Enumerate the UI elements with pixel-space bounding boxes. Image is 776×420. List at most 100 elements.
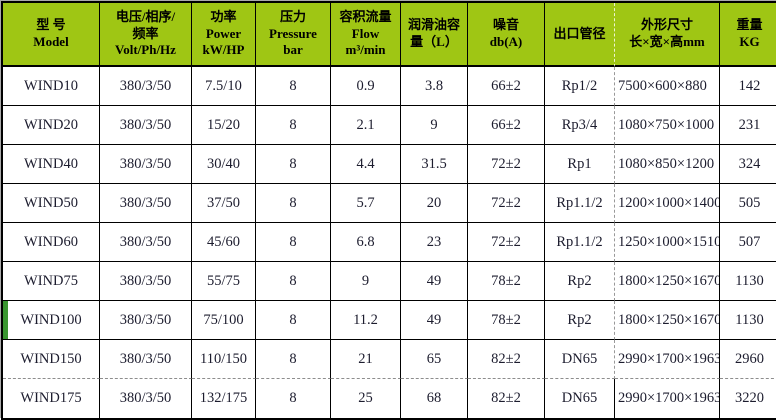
cell-model: WIND50: [3, 184, 100, 223]
cell-power: 75/100: [192, 301, 256, 340]
cell-noise: 72±2: [468, 223, 545, 262]
cell-voltage: 380/3/50: [100, 340, 192, 379]
column-header-flow: 容积流量 Flow m³/min: [331, 3, 401, 67]
cell-weight: 142: [720, 67, 776, 106]
cell-flow: 9: [331, 262, 401, 301]
cell-model: WIND60: [3, 223, 100, 262]
cell-dims: 1800×1250×1670: [615, 262, 720, 301]
cell-model: WIND20: [3, 106, 100, 145]
cell-weight: 505: [720, 184, 776, 223]
cell-noise: 78±2: [468, 262, 545, 301]
table-header: 型 号 Model 电压/相序/ 频率 Volt/Ph/Hz 功率 Power …: [3, 3, 776, 67]
cell-model: WIND10: [3, 67, 100, 106]
cell-oil: 20: [401, 184, 468, 223]
cell-noise: 78±2: [468, 301, 545, 340]
cell-pressure: 8: [256, 67, 331, 106]
cell-weight: 1130: [720, 262, 776, 301]
cell-oil: 49: [401, 301, 468, 340]
cell-power: 55/75: [192, 262, 256, 301]
cell-dims: 1080×850×1200: [615, 145, 720, 184]
cell-dims: 1200×1000×1400: [615, 184, 720, 223]
cell-pressure: 8: [256, 340, 331, 379]
cell-pressure: 8: [256, 145, 331, 184]
cell-dims: 1080×750×1000: [615, 106, 720, 145]
cell-outlet: Rp1.1/2: [545, 184, 615, 223]
cell-noise: 66±2: [468, 67, 545, 106]
column-header-voltage: 电压/相序/ 频率 Volt/Ph/Hz: [100, 3, 192, 67]
cell-dims: 2990×1700×1963: [615, 340, 720, 379]
table-row: WIND75 380/3/50 55/75 8 9 49 78±2 Rp2 1800×1250×…: [3, 262, 776, 301]
cell-voltage: 380/3/50: [100, 301, 192, 340]
cell-oil: 23: [401, 223, 468, 262]
cell-power: 45/60: [192, 223, 256, 262]
table-body: WIND10 380/3/50 7.5/10 8 0.9 3.8 66±2 Rp1/2 7500…: [3, 67, 776, 418]
cell-model: WIND75: [3, 262, 100, 301]
cell-noise: 72±2: [468, 184, 545, 223]
cell-weight: 507: [720, 223, 776, 262]
cell-pressure: 8: [256, 184, 331, 223]
column-header-oil: 润滑油容 量（L）: [401, 3, 468, 67]
cell-model: WIND175: [3, 379, 100, 418]
cell-outlet: Rp2: [545, 301, 615, 340]
cell-flow: 6.8: [331, 223, 401, 262]
cell-weight: 1130: [720, 301, 776, 340]
table-row: WIND20 380/3/50 15/20 8 2.1 9 66±2 Rp3/4 1080×75…: [3, 106, 776, 145]
cell-voltage: 380/3/50: [100, 67, 192, 106]
cell-dims: 1250×1000×1510: [615, 223, 720, 262]
cell-dims: 2990×1700×1963: [615, 379, 720, 418]
column-header-weight: 重量 KG: [720, 3, 776, 67]
cell-power: 132/175: [192, 379, 256, 418]
cell-dims: 7500×600×880: [615, 67, 720, 106]
cell-power: 30/40: [192, 145, 256, 184]
cell-weight: 324: [720, 145, 776, 184]
cell-noise: 82±2: [468, 379, 545, 418]
cell-flow: 21: [331, 340, 401, 379]
cell-flow: 4.4: [331, 145, 401, 184]
cell-model: WIND100: [3, 301, 100, 340]
column-header-pressure: 压力 Pressure bar: [256, 3, 331, 67]
cell-pressure: 8: [256, 301, 331, 340]
cell-outlet: Rp1: [545, 145, 615, 184]
cell-voltage: 380/3/50: [100, 223, 192, 262]
cell-noise: 72±2: [468, 145, 545, 184]
cell-oil: 49: [401, 262, 468, 301]
cell-oil: 9: [401, 106, 468, 145]
cell-outlet: Rp2: [545, 262, 615, 301]
column-header-dims: 外形尺寸 长×宽×高mm: [615, 3, 720, 67]
column-header-power: 功率 Power kW/HP: [192, 3, 256, 67]
cell-weight: 2960: [720, 340, 776, 379]
cell-outlet: Rp1.1/2: [545, 223, 615, 262]
cell-power: 110/150: [192, 340, 256, 379]
column-header-model: 型 号 Model: [3, 3, 100, 67]
cell-flow: 11.2: [331, 301, 401, 340]
cell-voltage: 380/3/50: [100, 262, 192, 301]
cell-outlet: DN65: [545, 340, 615, 379]
cell-flow: 2.1: [331, 106, 401, 145]
table-row: WIND100 380/3/50 75/100 8 11.2 49 78±2 Rp2 1800×…: [3, 301, 776, 340]
cell-flow: 5.7: [331, 184, 401, 223]
column-header-noise: 噪音 db(A): [468, 3, 545, 67]
cell-oil: 68: [401, 379, 468, 418]
cell-power: 7.5/10: [192, 67, 256, 106]
cell-voltage: 380/3/50: [100, 184, 192, 223]
cell-power: 15/20: [192, 106, 256, 145]
table-row: WIND40 380/3/50 30/40 8 4.4 31.5 72±2 Rp1 1080×8…: [3, 145, 776, 184]
cell-power: 37/50: [192, 184, 256, 223]
cell-pressure: 8: [256, 262, 331, 301]
column-header-outlet: 出口管径: [545, 3, 615, 67]
cell-weight: 3220: [720, 379, 776, 418]
cell-model: WIND150: [3, 340, 100, 379]
header-row: 型 号 Model 电压/相序/ 频率 Volt/Ph/Hz 功率 Power …: [3, 3, 776, 67]
cell-oil: 31.5: [401, 145, 468, 184]
table-row: WIND50 380/3/50 37/50 8 5.7 20 72±2 Rp1.1/2 1200…: [3, 184, 776, 223]
cell-voltage: 380/3/50: [100, 106, 192, 145]
cell-noise: 82±2: [468, 340, 545, 379]
cell-dims: 1800×1250×1670: [615, 301, 720, 340]
table-row: WIND60 380/3/50 45/60 8 6.8 23 72±2 Rp1.1/2 1250…: [3, 223, 776, 262]
cell-pressure: 8: [256, 223, 331, 262]
cell-flow: 0.9: [331, 67, 401, 106]
cell-voltage: 380/3/50: [100, 379, 192, 418]
cell-oil: 65: [401, 340, 468, 379]
